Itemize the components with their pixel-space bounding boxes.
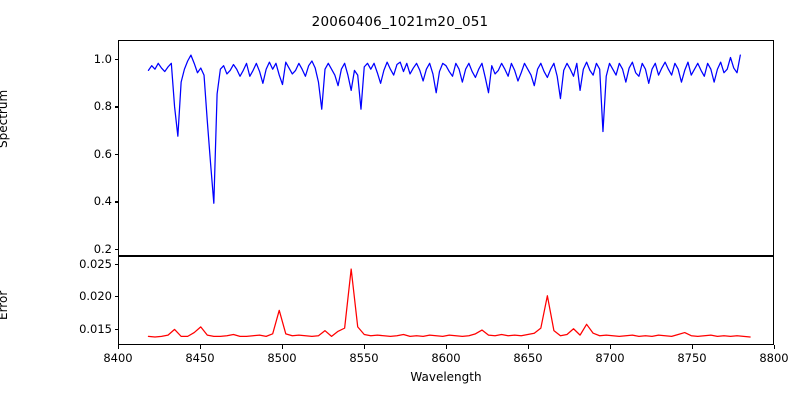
y-tick-mark [114,201,118,203]
y-tick-label: 0.020 [79,289,112,304]
x-tick-label: 8600 [431,351,461,365]
y-tick-label: 0.6 [93,146,112,161]
spectrum-line-series [119,41,773,255]
x-tick-mark [528,345,530,349]
x-tick-mark [774,345,776,349]
x-tick-label: 8800 [759,351,789,365]
x-tick-mark [282,345,284,349]
y-tick-label: 0.025 [79,256,112,271]
y-tick-mark [114,328,118,330]
x-tick-label: 8400 [103,351,133,365]
x-tick-label: 8550 [349,351,379,365]
y-tick-mark [114,248,118,250]
y-tick-label: 0.4 [93,194,112,209]
x-tick-mark [200,345,202,349]
x-tick-label: 8700 [595,351,625,365]
x-tick-label: 8750 [677,351,707,365]
y-tick-label: 0.015 [79,321,112,336]
y-tick-label: 0.2 [93,241,112,256]
y-axis-label-error: Error [0,290,10,320]
x-tick-label: 8450 [185,351,215,365]
spectrum-plot-panel [118,40,774,256]
y-axis-label-spectrum: Spectrum [0,89,10,148]
error-line-series [119,257,773,344]
y-tick-mark [114,153,118,156]
page-title: 20060406_1021m20_051 [311,14,489,30]
x-tick-mark [692,345,694,349]
error-plot-panel [118,256,774,345]
y-tick-mark [114,296,118,298]
y-tick-label: 1.0 [93,51,112,66]
x-tick-label: 8650 [513,351,543,365]
y-tick-mark [114,263,118,265]
y-tick-label: 0.8 [93,99,112,114]
x-tick-mark [446,345,448,349]
x-tick-mark [364,345,366,349]
x-tick-label: 8500 [267,351,297,365]
x-tick-mark [610,345,612,349]
y-tick-mark [114,106,118,108]
x-tick-mark [118,345,120,349]
x-axis-label: Wavelength [410,370,482,384]
y-tick-mark [114,58,118,61]
